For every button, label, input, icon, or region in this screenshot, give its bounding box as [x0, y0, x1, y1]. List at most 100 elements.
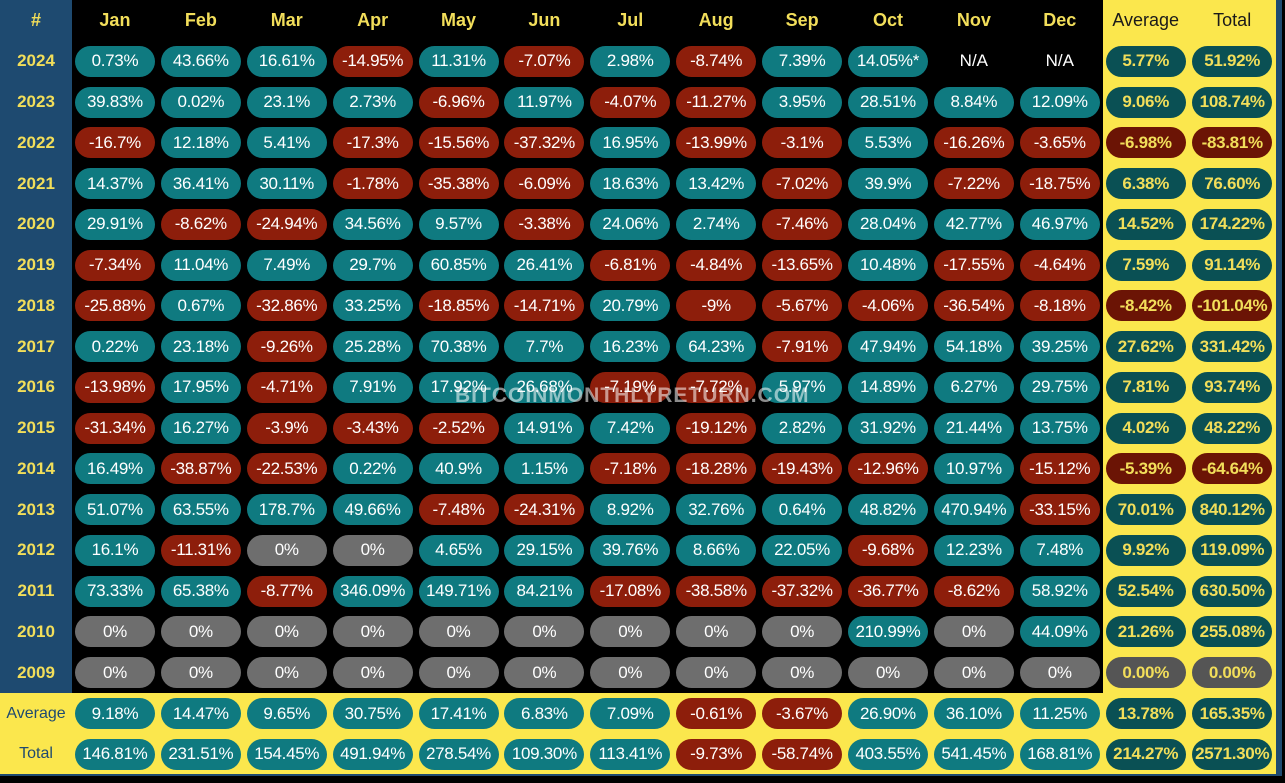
- na-value: N/A: [1045, 51, 1074, 71]
- value-pill: -6.09%: [504, 168, 585, 200]
- summary-total-total: 2571.30%: [1188, 734, 1276, 774]
- value-pill: -7.18%: [590, 453, 671, 485]
- right-edge: [1275, 41, 1282, 82]
- row-average-2012: 9.92%: [1102, 530, 1189, 571]
- cell-2014-jul: -7.18%: [587, 448, 674, 490]
- cell-2017-feb: 23.18%: [157, 326, 244, 367]
- value-pill: -32.86%: [246, 290, 327, 322]
- row-total-2017: 331.42%: [1188, 326, 1276, 367]
- bottom-edge: [1275, 774, 1282, 776]
- summary-average-dec: 11.25%: [1016, 693, 1103, 734]
- value-pill: 255.08%: [1192, 616, 1273, 648]
- value-pill: -3.38%: [504, 208, 585, 240]
- cell-2016-jul: -7.19%: [587, 367, 674, 408]
- value-pill: 165.35%: [1192, 698, 1273, 729]
- summary-total-aug: -9.73%: [673, 734, 760, 774]
- summary-average-mar: 9.65%: [243, 693, 330, 734]
- cell-2017-aug: 64.23%: [673, 326, 760, 367]
- cell-2022-jun: -37.32%: [501, 122, 588, 164]
- cell-2020-nov: 42.77%: [930, 204, 1017, 245]
- value-pill: 40.9%: [418, 453, 499, 485]
- cell-2012-mar: 0%: [243, 530, 330, 571]
- value-pill: 48.82%: [847, 494, 928, 526]
- value-pill: -7.72%: [676, 371, 757, 403]
- bottom-edge: [1102, 774, 1189, 776]
- cell-2009-feb: 0%: [157, 652, 244, 693]
- cell-2020-jan: 29.91%: [72, 204, 158, 245]
- row-total-2011: 630.50%: [1188, 570, 1276, 612]
- value-pill: 470.94%: [933, 494, 1014, 526]
- value-pill: -2.52%: [418, 412, 499, 444]
- cell-2013-may: -7.48%: [415, 489, 502, 530]
- value-pill: 12.23%: [933, 534, 1014, 566]
- summary-label-total: Total: [0, 734, 72, 774]
- cell-2020-sep: -7.46%: [759, 204, 846, 245]
- cell-2023-apr: 2.73%: [329, 81, 416, 123]
- value-pill: 49.66%: [332, 494, 413, 526]
- value-pill: 16.1%: [74, 534, 155, 566]
- cell-2021-nov: -7.22%: [930, 163, 1017, 204]
- value-pill: 0.73%: [74, 45, 155, 77]
- value-pill: 5.97%: [762, 371, 843, 403]
- value-pill: 84.21%: [504, 575, 585, 607]
- row-total-2022: -83.81%: [1188, 122, 1276, 164]
- value-pill: 52.54%: [1105, 575, 1186, 607]
- summary-average-nov: 36.10%: [930, 693, 1017, 734]
- value-pill: 51.07%: [74, 494, 155, 526]
- value-pill: 0%: [504, 616, 585, 648]
- row-average-2023: 9.06%: [1102, 81, 1189, 123]
- value-pill: -4.07%: [590, 86, 671, 118]
- row-average-2010: 21.26%: [1102, 611, 1189, 653]
- summary-total-feb: 231.51%: [157, 734, 244, 774]
- cell-2018-apr: 33.25%: [329, 285, 416, 327]
- value-pill: 13.78%: [1105, 698, 1186, 729]
- value-pill: 840.12%: [1192, 494, 1273, 526]
- month-header-jul: Jul: [587, 0, 674, 41]
- value-pill: 7.59%: [1105, 249, 1186, 281]
- cell-2011-dec: 58.92%: [1016, 570, 1103, 612]
- value-pill: -4.64%: [1019, 249, 1100, 281]
- row-average-2018: -8.42%: [1102, 285, 1189, 327]
- value-pill: 14.89%: [847, 371, 928, 403]
- cell-2020-oct: 28.04%: [845, 204, 931, 245]
- value-pill: 7.48%: [1019, 534, 1100, 566]
- value-pill: 23.1%: [246, 86, 327, 118]
- value-pill: -15.12%: [1019, 453, 1100, 485]
- value-pill: 0%: [847, 657, 928, 689]
- cell-2024-oct: 14.05%*: [845, 41, 931, 82]
- month-header-nov: Nov: [930, 0, 1017, 41]
- value-pill: 70.38%: [418, 331, 499, 363]
- value-pill: 42.77%: [933, 208, 1014, 240]
- value-pill: 7.39%: [762, 45, 843, 77]
- cell-2015-dec: 13.75%: [1016, 407, 1103, 449]
- year-label-2012: 2012: [0, 530, 72, 571]
- value-pill: 1.15%: [504, 453, 585, 485]
- cell-2018-aug: -9%: [673, 285, 760, 327]
- value-pill: 20.79%: [590, 290, 671, 322]
- value-pill: 27.62%: [1105, 331, 1186, 363]
- value-pill: 7.42%: [590, 412, 671, 444]
- value-pill: 0%: [74, 616, 155, 648]
- value-pill: 0%: [762, 616, 843, 648]
- cell-2010-feb: 0%: [157, 611, 244, 653]
- cell-2022-nov: -16.26%: [930, 122, 1017, 164]
- summary-total-jan: 146.81%: [72, 734, 158, 774]
- cell-2017-dec: 39.25%: [1016, 326, 1103, 367]
- cell-2023-jan: 39.83%: [72, 81, 158, 123]
- value-pill: -1.78%: [332, 168, 413, 200]
- cell-2015-sep: 2.82%: [759, 407, 846, 449]
- cell-2024-jul: 2.98%: [587, 41, 674, 82]
- cell-2017-sep: -7.91%: [759, 326, 846, 367]
- value-pill: 9.57%: [418, 208, 499, 240]
- value-pill: 403.55%: [847, 738, 928, 770]
- cell-2009-jan: 0%: [72, 652, 158, 693]
- value-pill: 0%: [418, 657, 499, 689]
- year-label-2010: 2010: [0, 611, 72, 653]
- value-pill: 30.75%: [332, 698, 413, 729]
- right-edge: [1275, 489, 1282, 530]
- cell-2011-apr: 346.09%: [329, 570, 416, 612]
- cell-2024-apr: -14.95%: [329, 41, 416, 82]
- summary-average-aug: -0.61%: [673, 693, 760, 734]
- value-pill: -7.46%: [762, 208, 843, 240]
